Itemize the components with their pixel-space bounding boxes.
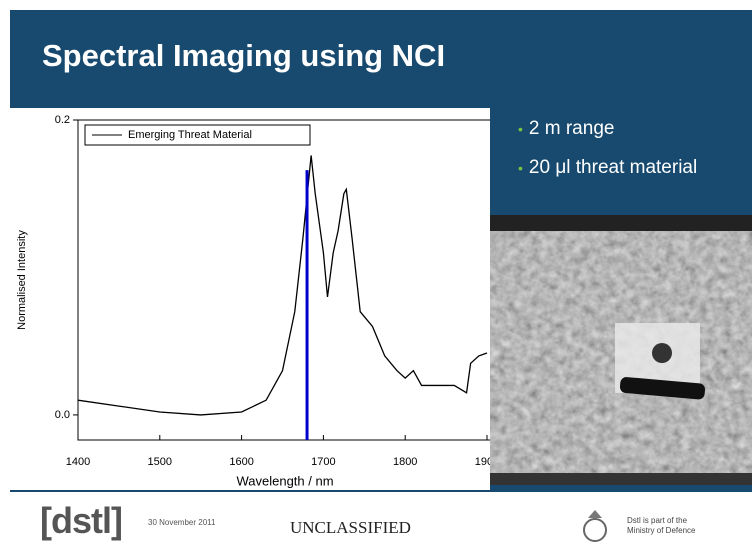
x-tick-label: 1400 bbox=[66, 456, 90, 468]
bullet: •2 m range bbox=[518, 118, 614, 140]
x-tick-label: 1700 bbox=[311, 456, 335, 468]
x-tick-label: 1500 bbox=[148, 456, 172, 468]
legend-label: Emerging Threat Material bbox=[128, 129, 252, 141]
classification: UNCLASSIFIED bbox=[290, 518, 411, 538]
slide-title: Spectral Imaging using NCI bbox=[42, 38, 445, 74]
bullet: •20 μl threat material bbox=[518, 157, 697, 179]
chart: Normalised Intensity Wavelength / nm 140… bbox=[10, 108, 490, 490]
ir-image bbox=[490, 215, 752, 485]
mod-note: Dstl is part of the bbox=[627, 516, 687, 525]
bullet-text: 2 m range bbox=[529, 118, 615, 139]
x-tick-label: 1600 bbox=[229, 456, 253, 468]
mod-note: Ministry of Defence bbox=[627, 526, 695, 535]
series-line bbox=[78, 155, 487, 415]
date: 30 November 2011 bbox=[148, 518, 215, 527]
x-axis-label: Wavelength / nm bbox=[236, 473, 333, 488]
logo: [dstl] bbox=[40, 500, 122, 542]
bullet-text: 20 μl threat material bbox=[529, 157, 697, 178]
crest bbox=[580, 508, 610, 542]
x-tick-label: 1800 bbox=[393, 456, 417, 468]
page: Spectral Imaging using NCI •2 m range •2… bbox=[0, 0, 752, 544]
y-tick-label: 0.2 bbox=[55, 114, 70, 126]
plot-frame bbox=[78, 120, 490, 440]
y-tick-label: 0.0 bbox=[55, 409, 70, 421]
y-axis-label: Normalised Intensity bbox=[16, 230, 28, 330]
x-tick-label: 1900 bbox=[475, 456, 490, 468]
